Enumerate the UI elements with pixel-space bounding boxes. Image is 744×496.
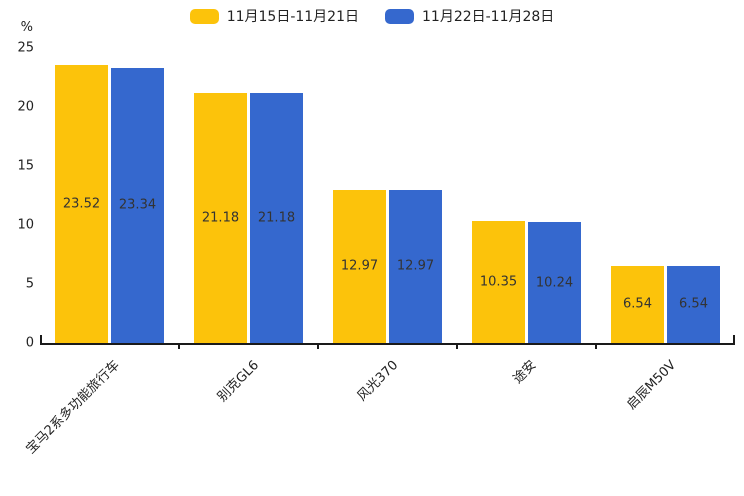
x-category-label: 宝马2系多功能旅行车: [23, 357, 123, 458]
x-boundary-tick: [317, 345, 319, 349]
bar-series-1: 12.97: [333, 189, 386, 343]
x-category-label: 风光370: [354, 357, 401, 405]
bar-series-1: 10.35: [472, 220, 525, 343]
bar-value-label: 12.97: [396, 258, 435, 274]
bar-series-2: 10.24: [528, 222, 581, 343]
legend-label-week1: 11月15日-11月21日: [226, 9, 359, 25]
bar-group: 12.97 12.97 风光370: [318, 48, 457, 404]
y-tick-label: 25: [17, 40, 34, 56]
bar-value-label: 6.54: [679, 296, 708, 312]
legend-item-week1: 11月15日-11月21日: [189, 6, 359, 26]
y-tick-label: 20: [17, 99, 34, 115]
bar-series-2: 23.34: [111, 67, 164, 343]
bar-value-label: 10.24: [535, 275, 574, 291]
y-tick-label: 5: [25, 276, 34, 292]
bar-group: 21.18 21.18 别克GL6: [179, 48, 318, 405]
bar-group: 23.52 23.34 宝马2系多功能旅行车: [24, 48, 179, 457]
bar-value-label: 21.18: [257, 210, 296, 226]
x-category-label: 途安: [510, 357, 540, 387]
legend: 11月15日-11月21日 11月22日-11月28日: [0, 6, 744, 26]
x-axis-left-tick: [40, 335, 42, 343]
x-boundary-tick: [178, 345, 180, 349]
bar-series-1: 21.18: [194, 93, 247, 343]
x-category-label: 启辰M50V: [624, 357, 679, 413]
bar-series-2: 21.18: [250, 93, 303, 343]
x-boundary-tick: [456, 345, 458, 349]
legend-swatch-week2: [385, 8, 414, 24]
bar-value-label: 10.35: [479, 274, 518, 290]
bar-series-1: 23.52: [55, 65, 108, 343]
x-category-label: 别克GL6: [214, 357, 262, 405]
bar-value-label: 12.97: [340, 258, 379, 274]
bar-value-label: 6.54: [623, 296, 652, 312]
bar-value-label: 21.18: [201, 210, 240, 226]
bar-value-label: 23.52: [62, 196, 101, 212]
bar-series-1: 6.54: [611, 265, 664, 343]
bar-value-label: 23.34: [118, 197, 157, 213]
y-axis: % 0 5 10 15 20 25: [0, 20, 36, 351]
bar-group: 10.35 10.24 途安: [457, 48, 596, 387]
y-tick-label: 0: [25, 335, 34, 351]
bar-series-2: 6.54: [667, 265, 720, 343]
bar-group: 6.54 6.54 启辰M50V: [596, 48, 735, 413]
x-axis-right-tick: [733, 335, 735, 343]
legend-label-week2: 11月22日-11月28日: [422, 9, 555, 25]
y-tick-label: 10: [17, 217, 34, 233]
plot-area: 23.52 23.34 宝马2系多功能旅行车 21.18 21.18 别克GL6 12.97…: [24, 48, 735, 457]
bar-series-2: 12.97: [389, 189, 442, 343]
y-tick-label: 15: [17, 158, 34, 174]
x-boundary-tick: [595, 345, 597, 349]
legend-item-week2: 11月22日-11月28日: [385, 6, 554, 26]
y-axis-unit-label: %: [20, 20, 33, 35]
legend-swatch-week1: [189, 8, 219, 24]
